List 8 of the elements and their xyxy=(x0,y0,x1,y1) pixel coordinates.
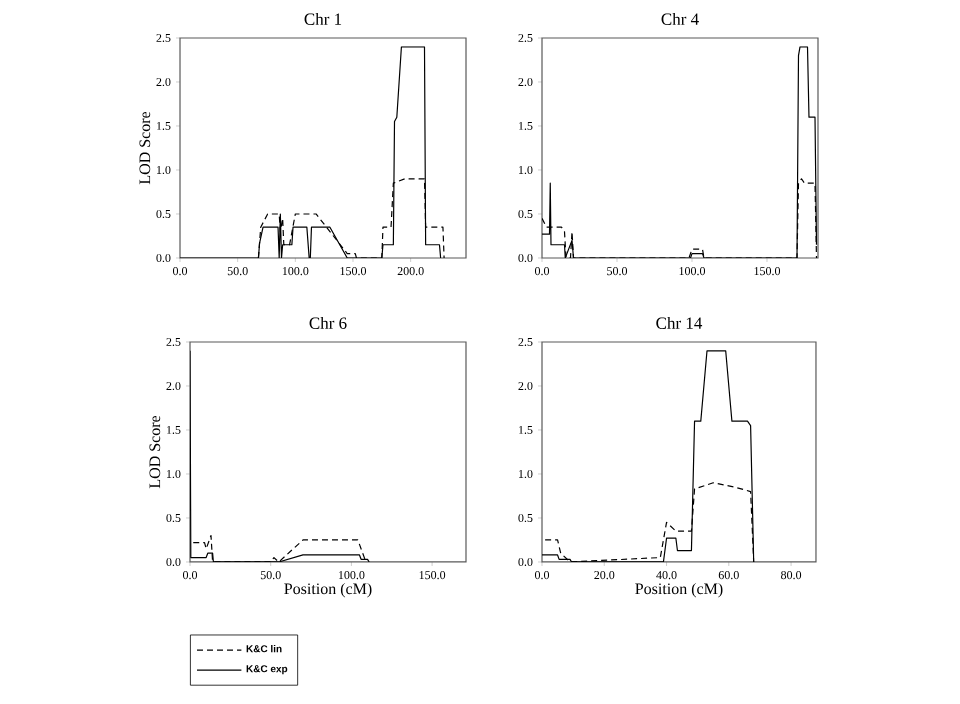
y-axis-title: LOD Score xyxy=(149,415,161,489)
y-axis-title: LOD Score xyxy=(139,111,151,185)
chart-title: Chr 1 xyxy=(304,12,342,25)
x-axis-title: Position (cM) xyxy=(635,582,723,598)
chart-title: Chr 14 xyxy=(656,316,703,329)
x-axis-title: Position (cM) xyxy=(284,582,372,598)
chart-title: Chr 4 xyxy=(661,12,699,25)
chart-title: Chr 6 xyxy=(309,316,347,329)
